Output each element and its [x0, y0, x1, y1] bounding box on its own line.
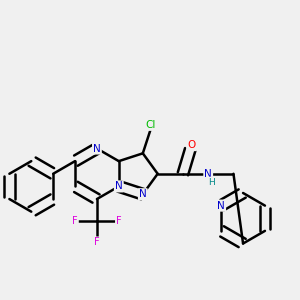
Text: N: N: [204, 169, 212, 179]
Text: N: N: [93, 143, 101, 154]
Text: O: O: [188, 140, 196, 150]
Text: F: F: [94, 237, 100, 248]
Text: H: H: [208, 178, 214, 187]
Text: N: N: [217, 201, 225, 211]
Text: F: F: [116, 215, 122, 226]
Text: N: N: [115, 182, 123, 191]
Text: Cl: Cl: [146, 120, 156, 130]
Text: F: F: [72, 215, 78, 226]
Text: N: N: [139, 189, 147, 199]
